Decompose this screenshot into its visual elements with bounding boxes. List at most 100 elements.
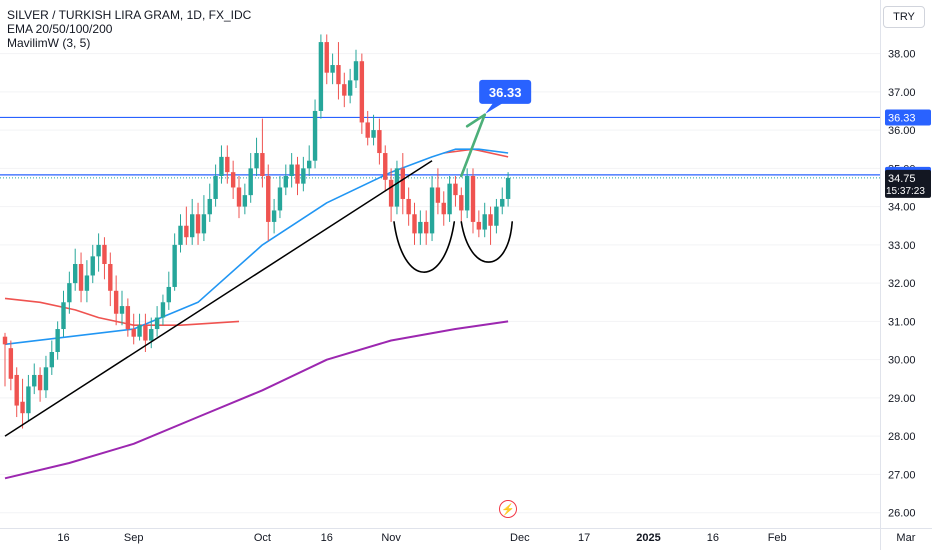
candle-body (137, 325, 142, 337)
level-price-tag-label: 36.33 (888, 112, 916, 124)
time-axis: 16 Sep Oct 16 Nov Dec 17 2025 16 Feb Mar (0, 528, 932, 544)
price-tick-label: 28.00 (888, 431, 916, 443)
candle-body (353, 61, 359, 81)
candle-body (14, 374, 19, 406)
candle-body (271, 210, 277, 222)
candle-body (447, 183, 452, 215)
callout-label: 36.33 (489, 85, 522, 100)
candle-body (464, 176, 470, 211)
candle-body (260, 153, 265, 176)
candle-body (336, 65, 341, 85)
candle-body (143, 325, 148, 341)
candle-body (43, 367, 49, 391)
candle-body (108, 264, 113, 291)
chart-legend: SILVER / TURKISH LIRA GRAM, 1D, FX_IDC E… (7, 8, 251, 50)
mavilim-indicator-label[interactable]: MavilimW (3, 5) (7, 36, 91, 50)
candle-body (26, 386, 31, 414)
candle-body (330, 65, 335, 73)
candle-body (78, 264, 84, 291)
target-arrow-head[interactable] (465, 113, 487, 128)
candle-body (394, 168, 400, 207)
price-tick-label: 26.00 (888, 508, 916, 520)
ema-200-line (4, 320, 509, 480)
candle-body (2, 336, 8, 345)
candle-body (441, 202, 446, 215)
candle-body (49, 352, 54, 368)
candlestick-series (2, 34, 511, 429)
target-arrow-shaft[interactable] (459, 113, 487, 178)
candle-body (453, 183, 458, 196)
candle-body (190, 214, 195, 238)
candle-body (406, 198, 411, 215)
candle-body (230, 172, 236, 188)
horizontal-levels (0, 116, 880, 179)
currency-button[interactable]: TRY (883, 6, 925, 28)
bar-countdown: 15:37:23 (886, 186, 925, 197)
indicator-lines (4, 148, 509, 480)
candle-body (301, 168, 306, 184)
candle-body (225, 156, 230, 173)
candle-body (500, 198, 505, 207)
flash-icon[interactable]: ⚡ (499, 500, 517, 518)
candle-body (160, 302, 166, 318)
time-tick-label: Nov (381, 532, 401, 544)
candle-body (482, 214, 487, 230)
candle-body (113, 290, 119, 314)
candle-body (207, 198, 212, 215)
time-tick-label: Sep (124, 532, 144, 544)
price-axis: 26.00 27.00 28.00 29.00 30.00 31.00 32.00 33.00… (880, 0, 932, 550)
candle-body (424, 221, 429, 234)
candle-body (412, 214, 417, 234)
callout-box[interactable] (479, 79, 532, 104)
candle-body (201, 214, 207, 234)
callout-pointer (485, 102, 504, 114)
candle-body (154, 317, 160, 330)
price-axis-panel (880, 0, 932, 550)
candle-body (476, 221, 482, 230)
candle-body (459, 195, 464, 211)
candle-body (277, 187, 283, 211)
candle-body (8, 348, 14, 379)
double-bottom-left-curve[interactable] (393, 221, 456, 273)
candle-body (318, 42, 324, 111)
double-bottom-right-curve[interactable] (460, 221, 513, 263)
candle-body (20, 401, 25, 414)
price-tick-label: 37.00 (888, 87, 916, 99)
candle-body (347, 80, 353, 96)
price-tick-label: 27.00 (888, 469, 916, 481)
symbol-title[interactable]: SILVER / TURKISH LIRA GRAM, 1D, FX_IDC (7, 8, 252, 22)
candle-body (55, 329, 60, 352)
candle-body (435, 187, 441, 203)
time-tick-label: 16 (57, 532, 69, 544)
ema-20-line (4, 148, 509, 346)
time-tick-label: 16 (321, 532, 333, 544)
candle-body (166, 286, 171, 303)
candle-body (96, 244, 101, 257)
candle-body (295, 164, 300, 184)
candle-body (102, 244, 107, 264)
candle-body (67, 283, 72, 303)
candle-body (429, 187, 435, 234)
price-tick-label: 29.00 (888, 393, 916, 405)
candle-body (283, 176, 288, 188)
candle-body (213, 176, 218, 199)
candle-body (119, 306, 125, 314)
candle-body (242, 195, 248, 207)
candle-body (172, 244, 177, 287)
candle-body (131, 329, 136, 337)
candle-body (505, 177, 511, 199)
candle-body (73, 264, 78, 284)
candle-body (289, 164, 294, 176)
price-tick-label: 30.00 (888, 355, 916, 367)
drawings: 36.33 (4, 79, 532, 437)
candle-body (488, 214, 493, 226)
candle-body (377, 130, 382, 154)
trendline[interactable] (4, 160, 433, 437)
time-tick-label: Oct (254, 532, 271, 544)
ema-indicator-label[interactable]: EMA 20/50/100/200 (7, 22, 113, 36)
candle-body (90, 256, 95, 276)
candle-body (388, 179, 394, 207)
price-tick-label: 36.00 (888, 125, 916, 137)
time-tick-label: 17 (578, 532, 590, 544)
